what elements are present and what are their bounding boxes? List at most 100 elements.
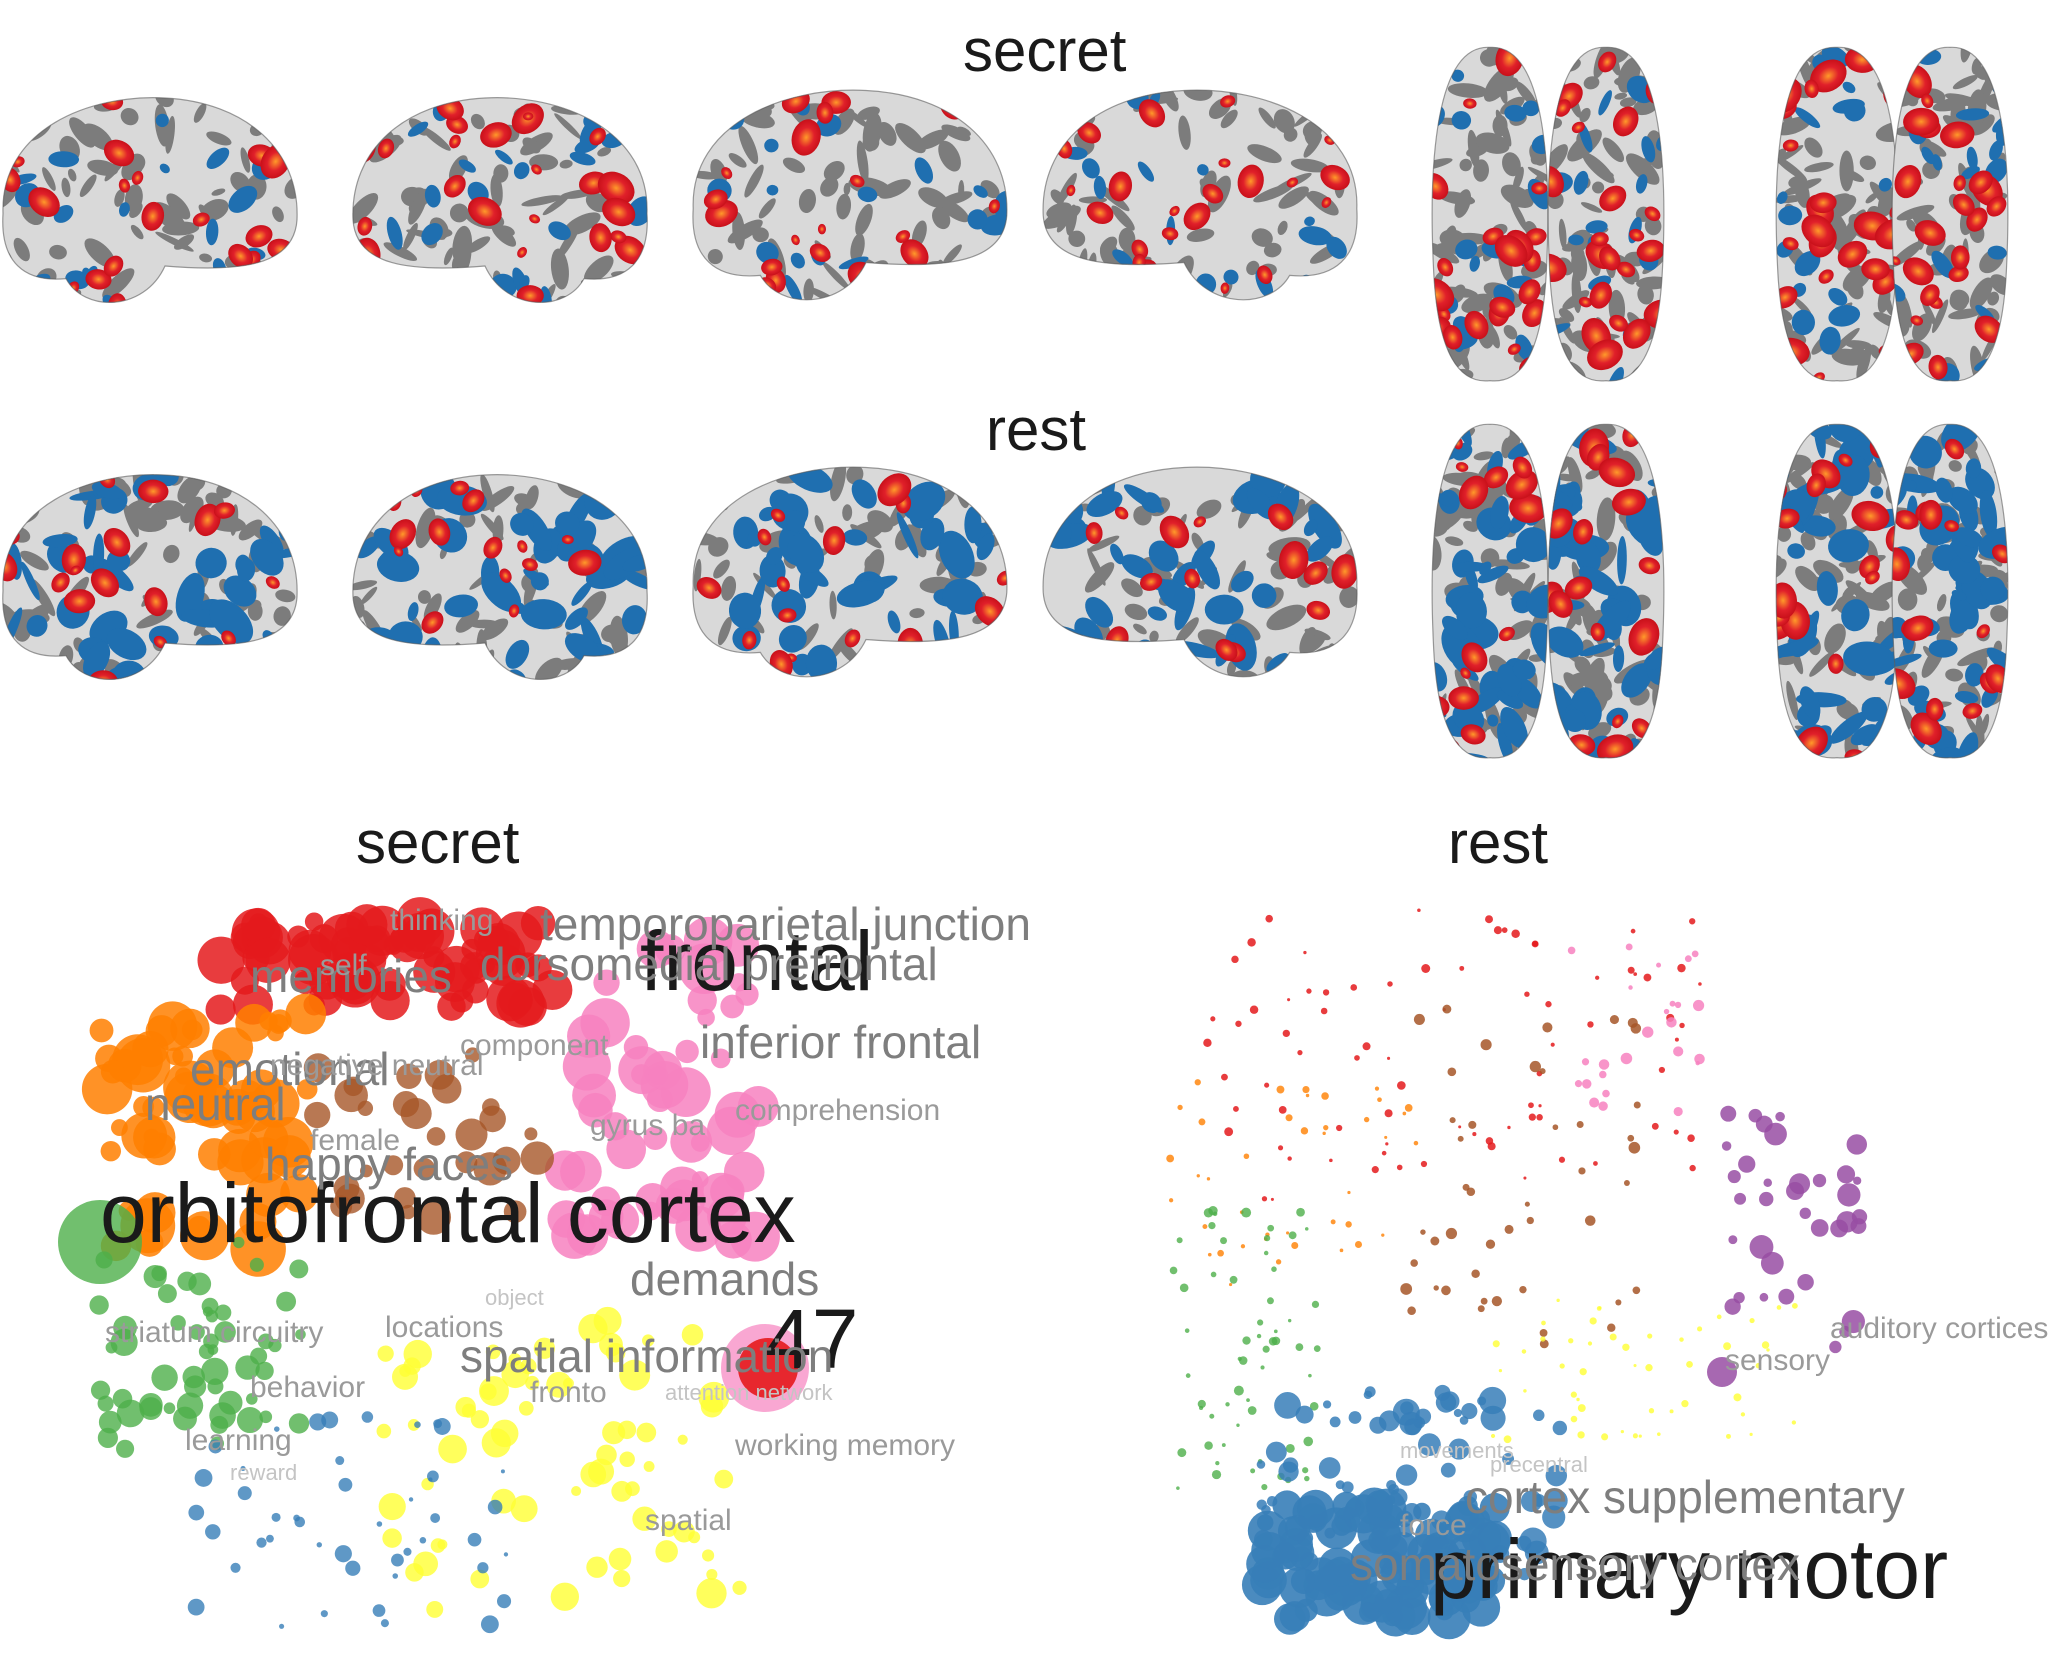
term-node <box>1434 1384 1451 1401</box>
term-node <box>1576 1121 1584 1129</box>
term-node <box>345 1560 361 1576</box>
term-node <box>215 1304 232 1321</box>
term-node <box>1778 1288 1795 1305</box>
term-node <box>1628 1141 1641 1154</box>
term-node <box>279 1623 285 1629</box>
term-node <box>1345 1221 1352 1228</box>
term-node <box>1321 1092 1329 1100</box>
term-node <box>380 1619 389 1628</box>
term-node <box>1271 1266 1277 1272</box>
term-node <box>234 1091 275 1133</box>
term-node <box>1176 1486 1180 1490</box>
term-node <box>1669 1000 1676 1007</box>
term-node <box>1265 1441 1287 1463</box>
word-label: sensory <box>1725 1344 1830 1377</box>
term-node <box>1397 1081 1406 1090</box>
term-node <box>1853 1176 1862 1185</box>
term-node <box>186 1215 212 1240</box>
term-node <box>1511 929 1520 938</box>
term-node <box>1363 1116 1370 1123</box>
term-node <box>1257 1319 1264 1326</box>
term-node <box>1413 1140 1419 1146</box>
term-node <box>518 1400 534 1416</box>
term-node <box>1501 927 1508 933</box>
term-node <box>1318 1457 1341 1479</box>
term-node <box>606 1129 647 1170</box>
term-node <box>1177 1104 1183 1111</box>
term-node <box>1689 918 1696 925</box>
term-node <box>1305 1093 1310 1098</box>
term-node <box>1295 1343 1304 1352</box>
term-node <box>1387 1056 1391 1060</box>
term-node <box>492 1146 521 1175</box>
term-node <box>1268 1337 1278 1346</box>
term-node <box>1320 1007 1328 1015</box>
term-node <box>90 1380 111 1400</box>
term-node <box>1297 1489 1335 1528</box>
term-node <box>473 928 498 952</box>
word-label: neutral <box>145 1078 286 1130</box>
term-node <box>1196 1174 1200 1178</box>
term-node <box>1309 1401 1319 1411</box>
term-node <box>1404 1418 1422 1436</box>
term-node <box>1533 1409 1545 1422</box>
term-node <box>143 1264 167 1289</box>
term-node <box>1673 1106 1683 1117</box>
term-node <box>1558 1156 1566 1163</box>
term-node <box>1457 1135 1464 1142</box>
term-node <box>1829 1340 1842 1354</box>
term-node <box>208 1439 223 1454</box>
term-node <box>212 1027 254 1069</box>
term-node <box>698 1381 730 1413</box>
term-node <box>1528 1113 1536 1121</box>
brain-surface <box>352 474 648 681</box>
term-node <box>1278 1461 1299 1482</box>
term-node <box>1169 1198 1174 1203</box>
term-node <box>1241 1207 1252 1218</box>
term-node <box>1627 1134 1635 1142</box>
term-node <box>1202 1224 1208 1230</box>
term-node <box>1469 1508 1490 1529</box>
term-node <box>1468 1120 1477 1129</box>
term-node <box>105 1341 118 1354</box>
term-node <box>1335 1480 1345 1490</box>
word-label: learning <box>185 1424 292 1457</box>
term-node <box>1295 1405 1314 1424</box>
term-node <box>392 1573 399 1579</box>
term-node <box>383 1155 404 1176</box>
word-label: frontal <box>640 914 873 1008</box>
term-node <box>413 1157 435 1180</box>
term-node <box>181 1019 203 1041</box>
term-node <box>571 1486 582 1497</box>
term-node <box>572 1073 617 1118</box>
term-node <box>280 1174 319 1213</box>
term-node <box>1521 1349 1527 1354</box>
term-node <box>427 1470 439 1483</box>
term-node <box>426 1127 446 1146</box>
term-node <box>293 1514 300 1522</box>
term-node <box>1287 1318 1292 1323</box>
term-node <box>563 1377 574 1389</box>
term-node <box>373 968 406 1001</box>
term-node <box>1697 1326 1703 1332</box>
term-node <box>1228 1282 1233 1287</box>
term-node <box>737 1086 779 1127</box>
term-node <box>201 1357 229 1385</box>
term-node <box>1628 985 1633 990</box>
term-node <box>378 1493 406 1521</box>
term-node <box>1247 938 1256 947</box>
term-node <box>1384 1135 1388 1139</box>
term-node <box>1260 1365 1265 1370</box>
word-label: auditory cortices <box>1830 1312 2048 1345</box>
term-node <box>1440 1462 1456 1478</box>
term-node <box>1304 1227 1309 1231</box>
term-node <box>1197 1399 1206 1409</box>
term-node <box>1528 1102 1534 1109</box>
brain-surface-figure <box>2 46 2009 759</box>
word-label: negative neutral <box>270 1049 484 1082</box>
term-node <box>1539 1339 1549 1349</box>
term-node <box>214 1321 236 1343</box>
term-node <box>1179 1283 1189 1293</box>
term-node <box>426 1600 444 1618</box>
term-node <box>1692 999 1705 1012</box>
